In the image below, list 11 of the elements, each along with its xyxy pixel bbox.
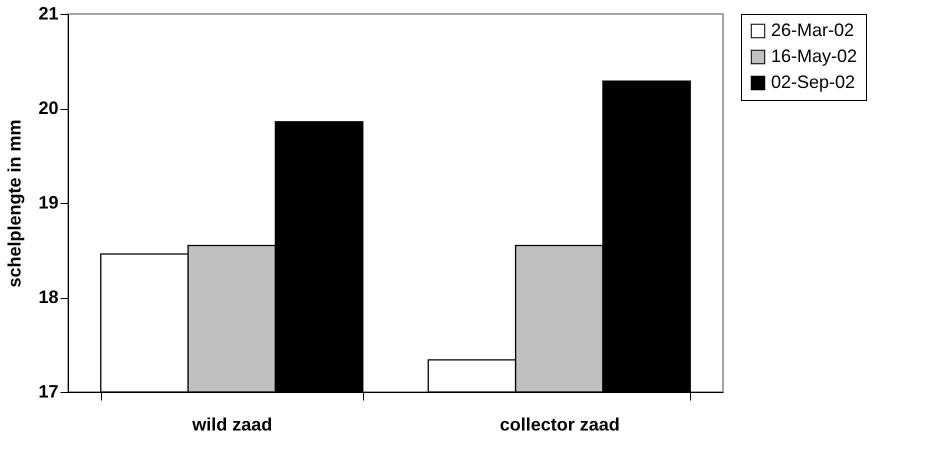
y-tick-label: 21: [38, 4, 58, 24]
y-tick-label: 18: [38, 287, 58, 307]
legend-label: 16-May-02: [771, 46, 858, 66]
y-tick-label: 20: [38, 98, 58, 118]
legend-label: 02-Sep-02: [771, 72, 856, 92]
x-tick-label: wild zaad: [191, 414, 272, 434]
y-tick-label: 17: [38, 382, 58, 402]
legend-label: 26-Mar-02: [771, 20, 854, 40]
y-tick-label: 19: [38, 192, 58, 212]
x-tick-label: collector zaad: [500, 414, 620, 434]
y-axis-title: schelplengte in mm: [4, 119, 24, 288]
